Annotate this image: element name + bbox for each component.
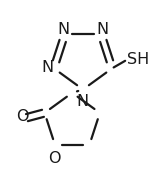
Text: SH: SH (127, 52, 149, 67)
Text: N: N (42, 60, 54, 75)
Text: O: O (16, 109, 29, 124)
Text: N: N (58, 22, 70, 37)
Text: N: N (76, 95, 89, 110)
Text: N: N (96, 22, 108, 37)
Text: O: O (48, 151, 61, 166)
